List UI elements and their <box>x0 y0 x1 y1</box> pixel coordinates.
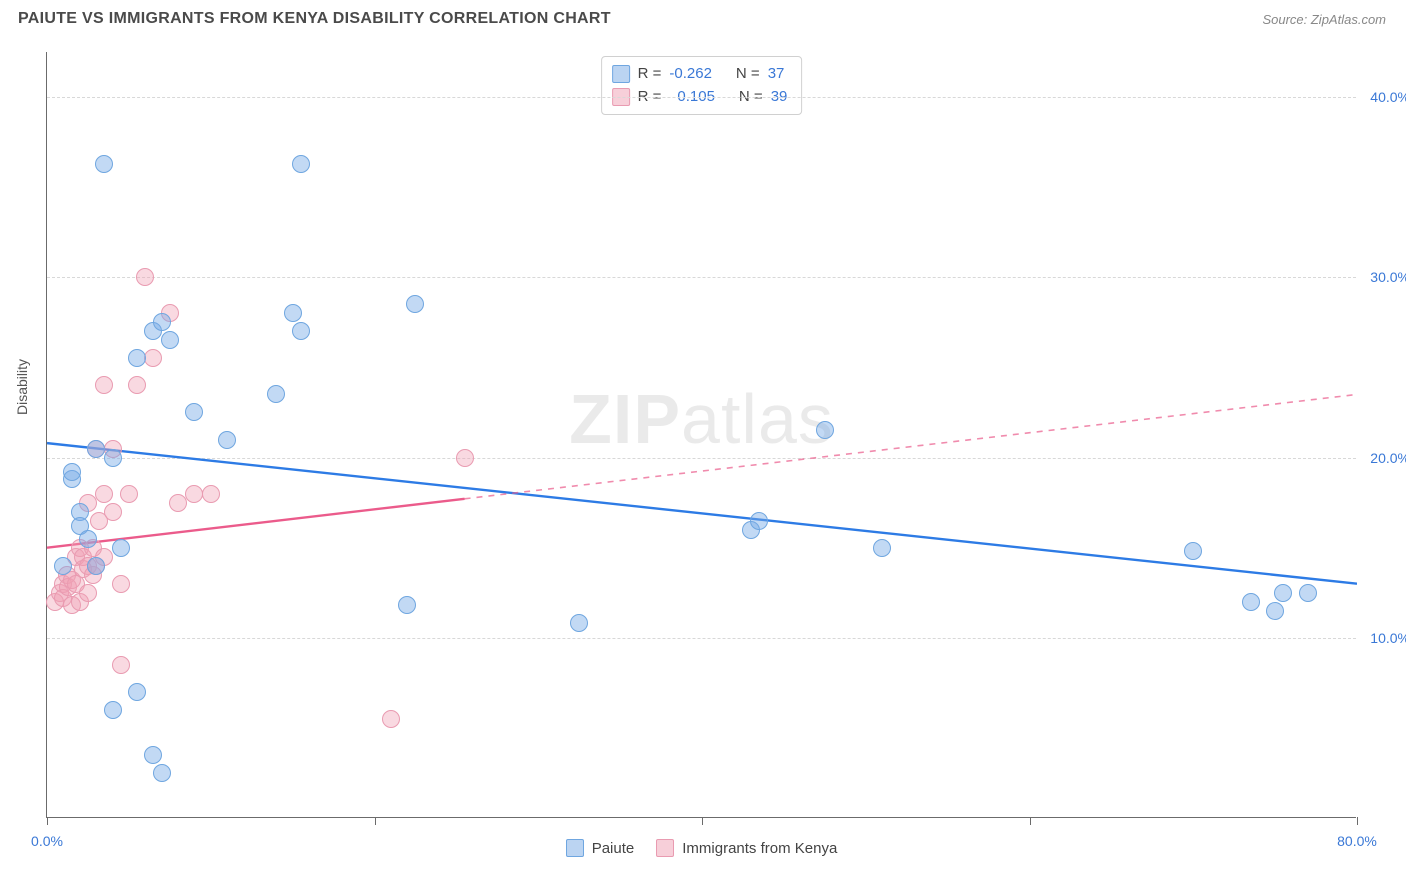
point-kenya <box>95 485 113 503</box>
point-paiute <box>153 764 171 782</box>
legend-row-paiute: R = -0.262 N = 37 <box>612 63 788 86</box>
point-kenya <box>112 575 130 593</box>
point-kenya <box>456 449 474 467</box>
point-paiute <box>267 385 285 403</box>
series-legend: Paiute Immigrants from Kenya <box>47 839 1356 857</box>
gridline-h <box>47 458 1356 459</box>
point-kenya <box>95 376 113 394</box>
chart-title: PAIUTE VS IMMIGRANTS FROM KENYA DISABILI… <box>18 10 611 28</box>
y-axis-label: Disability <box>14 359 30 415</box>
point-paiute <box>128 683 146 701</box>
point-kenya <box>112 656 130 674</box>
trend-lines <box>47 52 1357 818</box>
point-paiute <box>104 449 122 467</box>
watermark: ZIPatlas <box>569 379 834 459</box>
x-tick <box>1357 817 1358 825</box>
point-paiute <box>292 155 310 173</box>
point-paiute <box>292 322 310 340</box>
point-kenya <box>144 349 162 367</box>
x-tick <box>375 817 376 825</box>
y-tick-label: 30.0% <box>1370 269 1406 285</box>
x-tick-label: 0.0% <box>31 833 63 849</box>
point-paiute <box>54 557 72 575</box>
point-kenya <box>128 376 146 394</box>
point-paiute <box>87 557 105 575</box>
legend-item-paiute: Paiute <box>566 839 635 857</box>
point-kenya <box>79 584 97 602</box>
point-paiute <box>87 440 105 458</box>
point-kenya <box>382 710 400 728</box>
swatch-blue <box>566 839 584 857</box>
point-paiute <box>1184 542 1202 560</box>
point-paiute <box>750 512 768 530</box>
x-tick-label: 80.0% <box>1337 833 1377 849</box>
scatter-plot: ZIPatlas R = -0.262 N = 37 R = 0.105 N =… <box>46 52 1356 818</box>
gridline-h <box>47 97 1356 98</box>
y-tick-label: 10.0% <box>1370 630 1406 646</box>
point-paiute <box>153 313 171 331</box>
point-paiute <box>112 539 130 557</box>
swatch-pink <box>656 839 674 857</box>
point-kenya <box>185 485 203 503</box>
point-kenya <box>169 494 187 512</box>
point-paiute <box>161 331 179 349</box>
point-paiute <box>1274 584 1292 602</box>
point-paiute <box>79 530 97 548</box>
y-tick-label: 40.0% <box>1370 89 1406 105</box>
y-tick-label: 20.0% <box>1370 450 1406 466</box>
point-paiute <box>144 746 162 764</box>
point-paiute <box>398 596 416 614</box>
x-tick <box>47 817 48 825</box>
point-kenya <box>120 485 138 503</box>
point-paiute <box>95 155 113 173</box>
point-paiute <box>1299 584 1317 602</box>
gridline-h <box>47 638 1356 639</box>
point-kenya <box>202 485 220 503</box>
correlation-legend: R = -0.262 N = 37 R = 0.105 N = 39 <box>601 56 803 115</box>
point-paiute <box>406 295 424 313</box>
point-paiute <box>63 463 81 481</box>
point-paiute <box>873 539 891 557</box>
gridline-h <box>47 277 1356 278</box>
x-tick <box>702 817 703 825</box>
point-paiute <box>1266 602 1284 620</box>
point-paiute <box>128 349 146 367</box>
point-paiute <box>185 403 203 421</box>
point-paiute <box>570 614 588 632</box>
point-kenya <box>104 503 122 521</box>
point-paiute <box>218 431 236 449</box>
point-paiute <box>284 304 302 322</box>
point-paiute <box>1242 593 1260 611</box>
point-kenya <box>136 268 154 286</box>
source-attribution: Source: ZipAtlas.com <box>1262 12 1386 27</box>
point-paiute <box>104 701 122 719</box>
title-bar: PAIUTE VS IMMIGRANTS FROM KENYA DISABILI… <box>0 0 1406 34</box>
swatch-blue <box>612 65 630 83</box>
legend-item-kenya: Immigrants from Kenya <box>656 839 837 857</box>
x-tick <box>1030 817 1031 825</box>
point-paiute <box>816 421 834 439</box>
